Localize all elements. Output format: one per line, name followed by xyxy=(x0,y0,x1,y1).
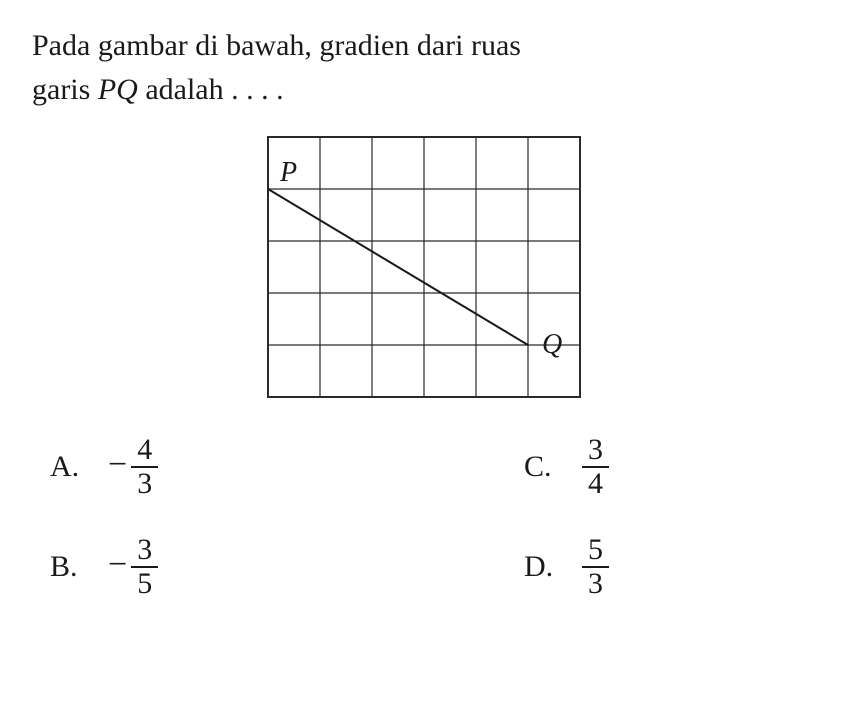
denominator: 4 xyxy=(582,466,609,499)
answer-B: B. − 3 5 xyxy=(50,535,324,599)
answer-letter: D. xyxy=(524,550,560,584)
fraction: 5 3 xyxy=(582,535,609,599)
fraction: 3 5 xyxy=(131,535,158,599)
answer-value: 3 4 xyxy=(582,435,609,499)
minus-sign: − xyxy=(108,546,127,584)
numerator: 3 xyxy=(582,435,609,466)
grid-diagram: PQ xyxy=(254,123,594,411)
answer-value: − 4 3 xyxy=(108,435,158,499)
numerator: 3 xyxy=(131,535,158,566)
point-label-P: P xyxy=(279,157,297,188)
numerator: 4 xyxy=(131,435,158,466)
answer-value: − 3 5 xyxy=(108,535,158,599)
numerator: 5 xyxy=(582,535,609,566)
fraction: 4 3 xyxy=(131,435,158,499)
answer-letter: C. xyxy=(524,450,560,484)
question-line1: Pada gambar di bawah, gradien dari ruas xyxy=(32,29,521,62)
answer-D: D. 5 3 xyxy=(524,535,798,599)
answer-choices: A. − 4 3 C. 3 4 B. − 3 5 D. xyxy=(32,435,816,599)
point-label-Q: Q xyxy=(542,329,562,360)
diagram-container: PQ xyxy=(32,123,816,411)
question-line2-prefix: garis xyxy=(32,73,98,106)
denominator: 3 xyxy=(582,566,609,599)
question-line2-italic: PQ xyxy=(98,73,138,106)
answer-C: C. 3 4 xyxy=(524,435,798,499)
answer-value: 5 3 xyxy=(582,535,609,599)
answer-A: A. − 4 3 xyxy=(50,435,324,499)
minus-sign: − xyxy=(108,446,127,484)
denominator: 5 xyxy=(131,566,158,599)
question-text: Pada gambar di bawah, gradien dari ruas … xyxy=(32,24,816,111)
answer-letter: B. xyxy=(50,550,86,584)
fraction: 3 4 xyxy=(582,435,609,499)
denominator: 3 xyxy=(131,466,158,499)
question-line2-suffix: adalah . . . . xyxy=(138,73,284,106)
answer-letter: A. xyxy=(50,450,86,484)
